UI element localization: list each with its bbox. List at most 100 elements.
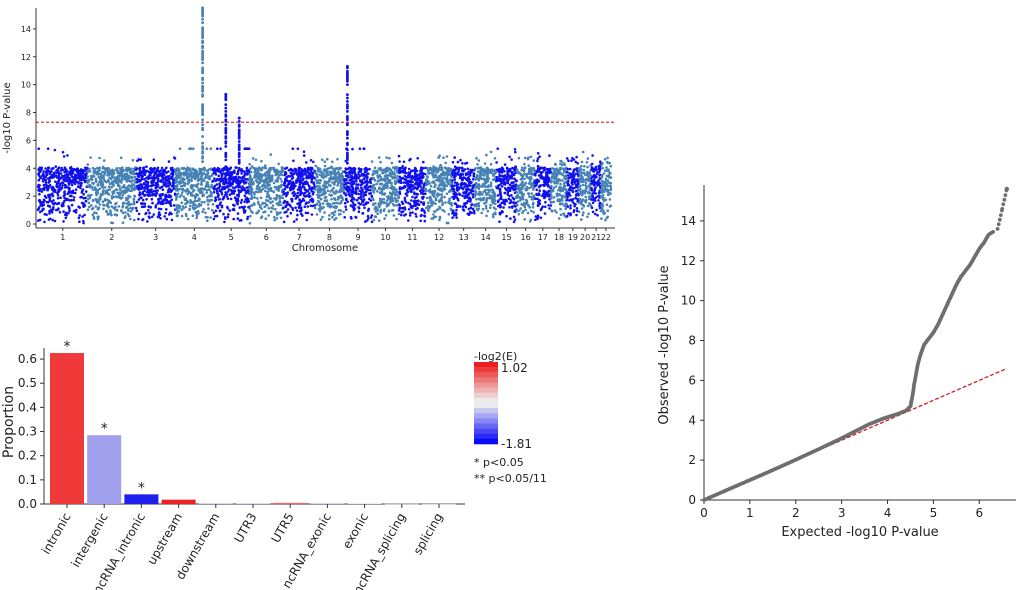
snp-point (531, 197, 535, 201)
snp-point (167, 213, 171, 216)
snp-point (534, 215, 538, 218)
snp-point (249, 170, 253, 174)
snp-point (101, 170, 104, 174)
snp-point (44, 178, 48, 182)
snp-point (475, 198, 478, 201)
snp-point (77, 182, 80, 185)
snp-point (339, 194, 343, 197)
snp-point (535, 171, 538, 174)
snp-point (369, 216, 373, 219)
snp-point (168, 190, 171, 193)
snp-point (108, 176, 111, 180)
snp-point (137, 188, 141, 191)
chromosome-16-points (515, 155, 536, 223)
snp-point (325, 199, 329, 202)
snp-point (420, 209, 424, 212)
snp-point (70, 203, 74, 207)
snp-point (94, 191, 98, 195)
snp-point (422, 184, 426, 188)
snp-point (349, 174, 353, 178)
snp-point (37, 171, 41, 175)
snp-point (451, 160, 455, 164)
snp-point (217, 170, 221, 173)
snp-point (98, 156, 101, 160)
snp-point (355, 216, 358, 219)
snp-point (502, 201, 506, 205)
snp-point (122, 184, 126, 187)
snp-point (142, 205, 146, 209)
snp-point (501, 174, 504, 178)
snp-point (306, 183, 310, 186)
snp-point (58, 211, 62, 214)
snp-point (527, 204, 530, 207)
snp-point (337, 166, 341, 170)
snp-point (149, 205, 152, 209)
snp-point (336, 177, 339, 181)
snp-point (294, 184, 297, 188)
snp-point (526, 211, 530, 215)
snp-point (493, 199, 497, 202)
snp-point (316, 169, 320, 172)
snp-point (212, 188, 216, 191)
snp-point (122, 169, 126, 172)
snp-point (415, 187, 419, 190)
snp-point (180, 208, 184, 211)
snp-point (318, 173, 322, 177)
snp-point (38, 198, 41, 202)
snp-point (265, 177, 268, 181)
snp-point (121, 185, 124, 189)
snp-point (135, 180, 139, 184)
snp-point (269, 153, 273, 156)
snp-point (506, 181, 510, 185)
snp-point (441, 181, 445, 185)
snp-point (98, 187, 102, 190)
snp-point (192, 206, 195, 210)
snp-point (351, 183, 354, 186)
snp-point (242, 170, 246, 173)
snp-point (489, 181, 493, 185)
snp-point (233, 189, 237, 193)
snp-point (224, 186, 228, 189)
snp-point (80, 201, 84, 205)
snp-point (160, 166, 164, 170)
snp-point (108, 173, 111, 177)
snp-point (374, 215, 378, 219)
snp-point (428, 196, 431, 200)
snp-point (310, 170, 313, 174)
snp-point (310, 180, 313, 184)
snp-point (161, 172, 164, 176)
snp-point (103, 186, 107, 189)
snp-point (323, 211, 326, 214)
snp-point (271, 200, 275, 203)
snp-point (434, 183, 437, 187)
snp-point (269, 176, 273, 179)
snp-point (337, 208, 341, 212)
snp-point (329, 190, 332, 193)
snp-point (237, 151, 241, 155)
snp-point (299, 206, 303, 210)
snp-point (344, 182, 348, 185)
snp-point (78, 185, 81, 189)
snp-point (451, 209, 455, 212)
snp-point (57, 207, 60, 210)
snp-point (146, 185, 150, 189)
snp-point (497, 184, 500, 188)
snp-point (156, 169, 160, 172)
snp-point (359, 179, 362, 182)
snp-point (277, 203, 281, 207)
snp-point (123, 176, 126, 180)
snp-point (177, 187, 180, 191)
snp-point (489, 206, 492, 210)
snp-point (63, 171, 66, 174)
snp-point (253, 196, 256, 199)
snp-point (47, 204, 51, 208)
snp-point (157, 179, 160, 182)
snp-point (86, 208, 90, 211)
snp-point (104, 167, 108, 170)
snp-point (140, 178, 143, 181)
snp-point (201, 26, 205, 30)
snp-point (471, 178, 475, 181)
snp-point (267, 194, 271, 197)
snp-point (346, 151, 349, 155)
snp-point (127, 194, 130, 198)
